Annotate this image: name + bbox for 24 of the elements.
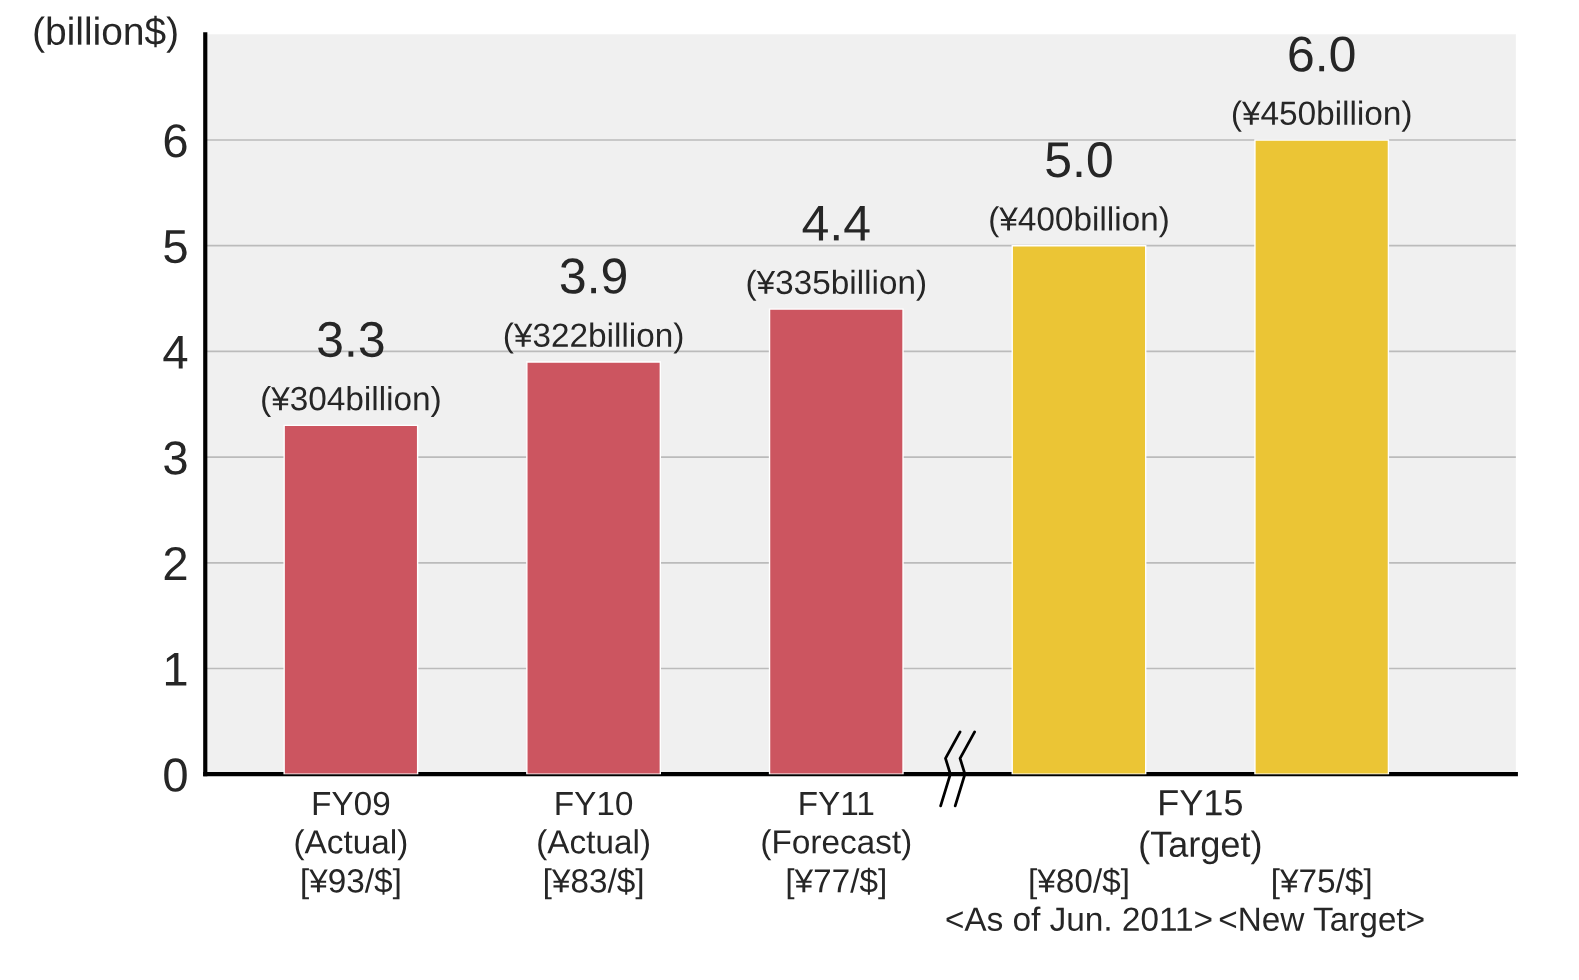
x-tick-label: FY11 (Forecast) [¥77/$] xyxy=(762,792,911,900)
bar xyxy=(526,361,662,775)
y-axis-title: (billion$) xyxy=(34,15,177,53)
y-tick-label: 0 xyxy=(164,758,187,792)
x-tick-label: [¥80/$] <As of Jun. 2011> xyxy=(946,867,1212,931)
bar xyxy=(1011,245,1147,775)
data-label: 4.4 (¥335billion) xyxy=(747,206,926,301)
text: FY15 (Target) xyxy=(1140,790,1261,865)
y-tick-label: 4 xyxy=(163,336,188,369)
bar xyxy=(283,424,419,775)
y-tick-label: 2 xyxy=(164,546,187,580)
bar xyxy=(768,308,904,775)
y-tick-label: 3 xyxy=(164,441,187,475)
x-tick-label: FY09 (Actual) [¥93/$] xyxy=(295,791,407,900)
data-label: 3.9 (¥322billion) xyxy=(504,258,683,354)
data-label: 3.3 (¥304billion) xyxy=(262,321,440,418)
data-label: 6.0 (¥450billion) xyxy=(1232,36,1411,132)
y-tick-label: 5 xyxy=(164,230,187,264)
y-tick-label: 6 xyxy=(164,124,187,158)
x-tick-label: FY10 (Actual) [¥83/$] xyxy=(538,791,649,900)
data-label: 5.0 (¥400billion) xyxy=(990,142,1168,238)
bar xyxy=(1254,139,1390,775)
y-tick-label: 1 xyxy=(165,653,187,686)
x-tick-label: [¥75/$] <New Target> xyxy=(1219,867,1424,938)
